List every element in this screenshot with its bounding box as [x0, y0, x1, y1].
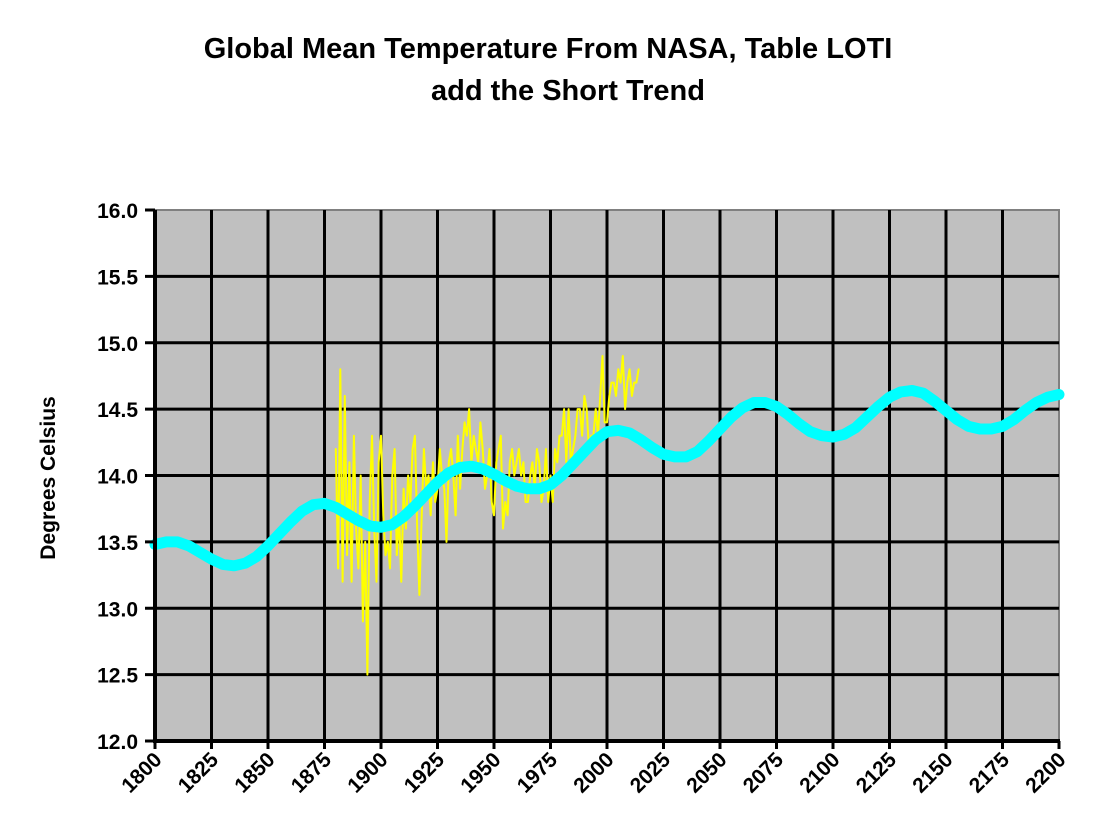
- y-tick-label: 12.0: [97, 731, 138, 754]
- y-tick-label: 14.0: [97, 466, 138, 489]
- y-axis-label: Degrees Celsius: [37, 396, 60, 559]
- chart-title: Global Mean Temperature From NASA, Table…: [204, 33, 893, 65]
- x-tick-label: 2200: [1021, 748, 1070, 797]
- x-tick-label: 2075: [739, 748, 789, 798]
- series-layer: [149, 355, 1065, 676]
- x-tick-labels: 1800 1825 1850 1875 1900 1925 1950 1975 2000 2025…: [117, 741, 1071, 798]
- y-tick-label: 15.0: [97, 333, 138, 356]
- x-tick-label: 1975: [513, 748, 563, 798]
- y-tick-label: 12.5: [97, 665, 138, 688]
- x-tick-label: 1800: [117, 748, 166, 797]
- x-tick-label: 1950: [456, 748, 505, 797]
- y-tick-label: 15.5: [97, 266, 138, 289]
- x-tick-label: 1925: [400, 748, 450, 798]
- x-tick-label: 2175: [965, 748, 1015, 798]
- x-tick-label: 2050: [682, 748, 731, 797]
- x-tick-label: 2025: [626, 748, 676, 798]
- gridlines: [155, 210, 1059, 741]
- x-tick-label: 2150: [908, 748, 957, 797]
- x-tick-label: 2100: [795, 748, 844, 797]
- y-tick-labels: 12.0 12.5 13.0 13.5 14.0 14.5 15.0 15.5 16.0: [97, 200, 155, 754]
- y-tick-label: 14.5: [97, 399, 138, 422]
- x-tick-label: 1900: [343, 748, 392, 797]
- chart-subtitle: add the Short Trend: [431, 75, 705, 107]
- y-tick-label: 16.0: [97, 200, 138, 223]
- x-tick-label: 2000: [569, 748, 618, 797]
- x-tick-label: 1875: [287, 748, 337, 798]
- x-tick-label: 2125: [852, 748, 902, 798]
- x-tick-label: 1850: [230, 748, 279, 797]
- y-tick-label: 13.5: [97, 532, 138, 555]
- x-tick-label: 1825: [174, 748, 224, 798]
- y-tick-label: 13.0: [97, 598, 138, 621]
